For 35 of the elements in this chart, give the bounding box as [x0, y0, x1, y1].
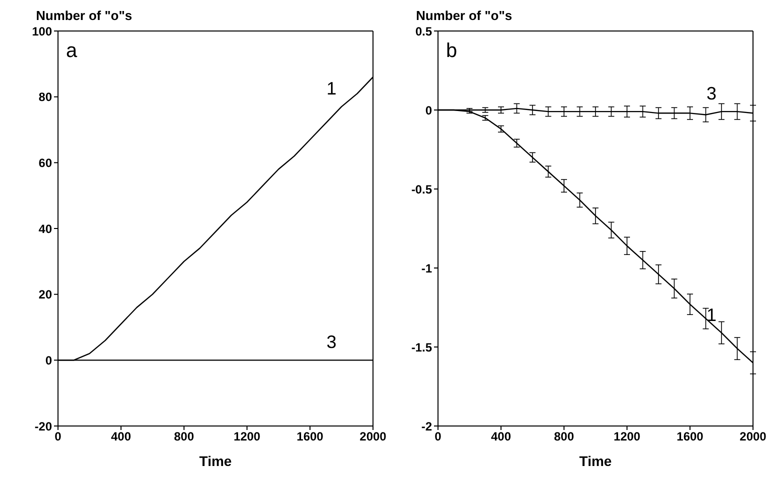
y-tick-label: -2 — [421, 419, 432, 434]
x-tick-label: 1200 — [614, 430, 641, 444]
series-label: 1 — [326, 78, 337, 99]
annotation: a — [66, 40, 78, 63]
x-tick-label: 2000 — [740, 430, 767, 444]
y-tick-label: 80 — [38, 90, 52, 104]
x-axis-title: Time — [579, 453, 612, 469]
x-tick-label: 1600 — [296, 430, 324, 444]
x-tick-label: 800 — [174, 430, 194, 444]
x-axis-title: Time — [199, 453, 232, 469]
x-tick-label: 2000 — [360, 430, 387, 444]
y-tick-label: -20 — [34, 419, 52, 434]
x-tick-label: 400 — [490, 430, 512, 444]
y-tick-label: 40 — [38, 222, 52, 236]
x-tick-label: 400 — [110, 430, 132, 444]
x-tick-label: 0 — [54, 430, 62, 444]
x-tick-label: 800 — [554, 430, 574, 444]
y-tick-label: 60 — [38, 156, 52, 170]
y-tick-label: 0.5 — [415, 24, 432, 38]
series-label: 3 — [706, 84, 717, 104]
series-label: 1 — [706, 304, 717, 325]
series-label: 3 — [326, 332, 337, 352]
y-tick-label: 0 — [45, 353, 52, 368]
x-tick-label: 0 — [434, 430, 442, 444]
x-tick-label: 1600 — [676, 430, 704, 444]
annotation: b — [446, 40, 458, 63]
y-axis-title: Number of "o"s — [36, 8, 132, 23]
y-tick-label: -1 — [421, 261, 432, 276]
y-axis-title: Number of "o"s — [416, 8, 512, 23]
x-tick-label: 1200 — [234, 430, 261, 444]
y-tick-label: -1.5 — [411, 340, 432, 354]
y-tick-label: -0.5 — [411, 182, 432, 196]
y-tick-label: 0 — [425, 103, 432, 118]
y-tick-label: 20 — [38, 288, 52, 302]
y-tick-label: 100 — [32, 24, 52, 38]
